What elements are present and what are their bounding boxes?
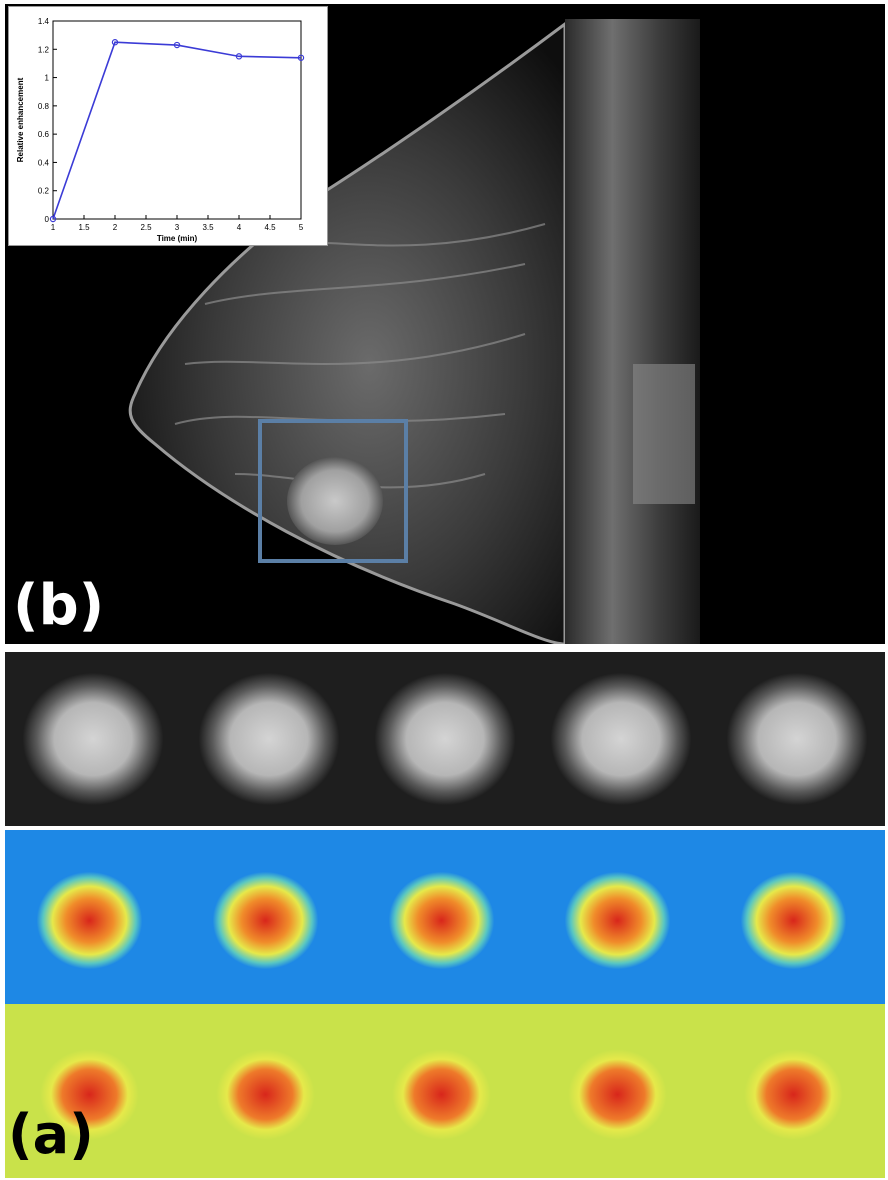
colormap-frames-row-2 xyxy=(5,1004,885,1178)
x-axis-label: Time (min) xyxy=(157,234,198,243)
colormap-frame-4 xyxy=(533,830,709,1004)
colormap-frame-2 xyxy=(181,1004,357,1178)
y-tick-label: 0 xyxy=(45,215,50,224)
x-tick-label: 3.5 xyxy=(202,223,214,232)
colormap-frame-1 xyxy=(5,830,181,1004)
colormap-frame-3 xyxy=(357,1004,533,1178)
grayscale-frame-1 xyxy=(5,652,181,826)
colormap-frame-4 xyxy=(533,1004,709,1178)
colormap-frames-row-1 xyxy=(5,830,885,1004)
colormap-frame-3 xyxy=(357,830,533,1004)
x-tick-label: 1.5 xyxy=(78,223,90,232)
colormap-frame-5 xyxy=(709,830,885,1004)
grayscale-frame-2 xyxy=(181,652,357,826)
x-tick-label: 3 xyxy=(175,223,180,232)
roi-box xyxy=(258,419,408,563)
x-tick-label: 2 xyxy=(113,223,118,232)
y-tick-label: 1.2 xyxy=(38,45,50,54)
plot-frame xyxy=(52,20,302,220)
chart-canvas: 1 1.5 2 2.5 3 3.5 4 4.5 5 0 0.2 0.4 0.6 0.8 1 1.2 1.4 Tim… xyxy=(16,17,305,243)
panel-label-b: (b) xyxy=(13,573,105,638)
x-tick-label: 5 xyxy=(299,223,304,232)
colormap-frame-1 xyxy=(5,1004,181,1178)
x-tick-label: 1 xyxy=(51,223,56,232)
y-tick-label: 0.2 xyxy=(38,187,50,196)
mri-panel-b: 1 1.5 2 2.5 3 3.5 4 4.5 5 0 0.2 0.4 0.6 0.8 1 1.2 1.4 Tim… xyxy=(5,4,885,644)
grayscale-frames-row xyxy=(5,652,885,826)
colormap-frame-2 xyxy=(181,830,357,1004)
x-tick-label: 4.5 xyxy=(264,223,276,232)
grayscale-frame-4 xyxy=(533,652,709,826)
grayscale-frame-3 xyxy=(357,652,533,826)
panel-label-a: (a) xyxy=(8,1103,94,1166)
y-tick-label: 0.4 xyxy=(38,158,50,167)
y-axis-label: Relative enhancement xyxy=(16,77,25,162)
y-tick-label: 1 xyxy=(45,74,50,83)
data-point xyxy=(173,41,181,49)
x-tick-label: 2.5 xyxy=(140,223,152,232)
data-point xyxy=(49,215,57,223)
series-line xyxy=(52,41,302,220)
y-tick-label: 1.4 xyxy=(38,17,50,26)
enhancement-curve-chart: 1 1.5 2 2.5 3 3.5 4 4.5 5 0 0.2 0.4 0.6 0.8 1 1.2 1.4 Tim… xyxy=(8,6,328,246)
time-series-panel-a xyxy=(5,652,885,1178)
lesion xyxy=(287,457,383,545)
data-point xyxy=(111,39,119,46)
data-point xyxy=(297,54,305,61)
grayscale-frame-5 xyxy=(709,652,885,826)
colormap-frame-5 xyxy=(709,1004,885,1178)
data-point xyxy=(235,53,243,60)
y-tick-label: 0.8 xyxy=(38,102,50,111)
x-tick-label: 4 xyxy=(237,223,242,232)
y-tick-label: 0.6 xyxy=(38,130,50,139)
